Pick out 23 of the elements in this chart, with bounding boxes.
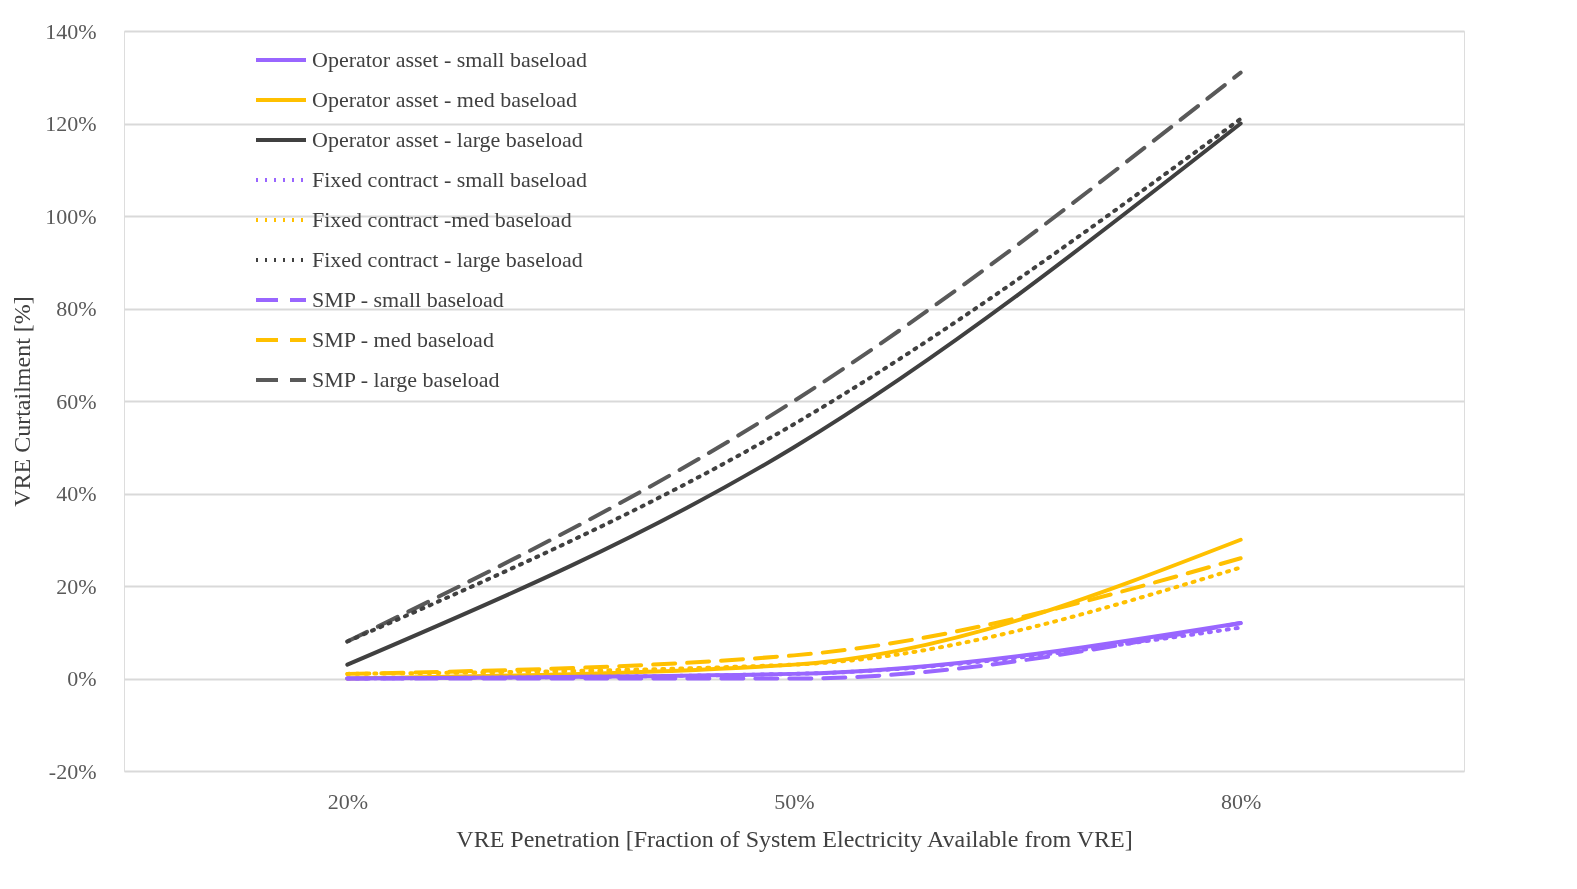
x-tick-label: 50%	[774, 788, 815, 814]
y-tick-label: 20%	[56, 573, 97, 599]
legend-label: SMP - med baseload	[312, 327, 494, 352]
legend-label: SMP - small baseload	[312, 287, 504, 312]
legend-label: Fixed contract -med baseload	[312, 207, 572, 232]
y-tick-label: 100%	[45, 203, 97, 229]
x-tick-label: 20%	[327, 788, 368, 814]
y-tick-label: 60%	[56, 388, 97, 414]
x-tick-label: 80%	[1221, 788, 1262, 814]
legend-label: Fixed contract - large baseload	[312, 247, 583, 272]
y-tick-label: 0%	[67, 666, 97, 691]
legend-label: Operator asset - large baseload	[312, 127, 583, 152]
y-tick-label: 140%	[45, 18, 97, 44]
legend-label: SMP - large baseload	[312, 367, 500, 392]
legend-label: Operator asset - med baseload	[312, 87, 578, 112]
y-tick-label: 80%	[56, 296, 97, 321]
legend-label: Operator asset - small baseload	[312, 47, 587, 72]
y-tick-label: 120%	[45, 111, 97, 136]
legend-label: Fixed contract - small baseload	[312, 167, 587, 192]
y-tick-label: -20%	[48, 758, 97, 784]
x-axis-title: VRE Penetration [Fraction of System Electricity Available from VRE]	[456, 825, 1133, 852]
y-axis-title: VRE Curtailment [%]	[9, 296, 36, 507]
y-tick-label: 40%	[56, 481, 97, 506]
